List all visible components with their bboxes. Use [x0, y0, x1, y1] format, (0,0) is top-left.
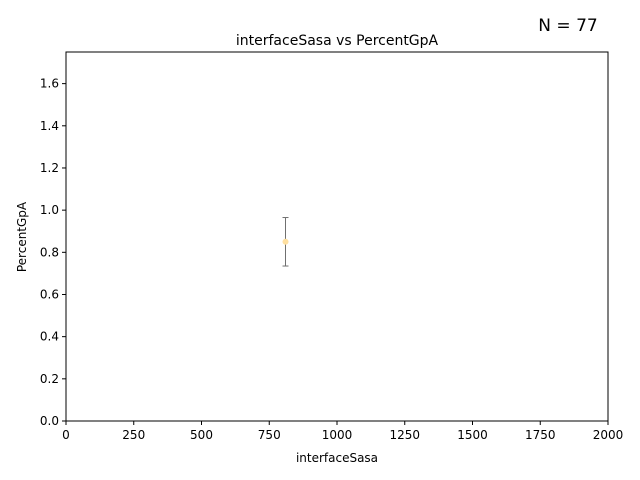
y-tick-label: 1.4: [40, 119, 59, 133]
y-tick-label: 1.0: [40, 203, 59, 217]
x-tick-label: 2000: [593, 428, 624, 442]
x-tick-label: 1000: [322, 428, 353, 442]
y-axis-label: PercentGpA: [15, 201, 29, 272]
x-tick-label: 250: [122, 428, 145, 442]
data-point: [282, 238, 289, 245]
x-axis-ticks: 0 250 500 750 1000 1250 1500 1750 2000: [62, 421, 623, 442]
y-tick-label: 0.2: [40, 372, 59, 386]
plot-area: [65, 51, 609, 422]
y-tick-label: 0.8: [40, 245, 59, 259]
x-tick-label: 750: [258, 428, 281, 442]
y-tick-label: 1.2: [40, 161, 59, 175]
sample-size-annotation: N = 77: [538, 16, 597, 36]
y-tick-label: 0.4: [40, 330, 59, 344]
x-tick-label: 0: [62, 428, 70, 442]
chart-title: interfaceSasa vs PercentGpA: [236, 33, 439, 49]
y-axis-ticks: 0.0 0.2 0.4 0.6 0.8 1.0 1.2 1.4 1.6: [40, 77, 66, 428]
x-tick-label: 500: [190, 428, 213, 442]
y-tick-label: 1.6: [40, 77, 59, 91]
y-tick-label: 0.6: [40, 287, 59, 301]
y-tick-label: 0.0: [40, 414, 59, 428]
data-marks: [282, 217, 289, 267]
x-tick-label: 1750: [525, 428, 556, 442]
x-axis-label: interfaceSasa: [296, 451, 378, 465]
x-tick-label: 1500: [457, 428, 488, 442]
plot-frame: [65, 51, 609, 422]
x-tick-label: 1250: [389, 428, 420, 442]
